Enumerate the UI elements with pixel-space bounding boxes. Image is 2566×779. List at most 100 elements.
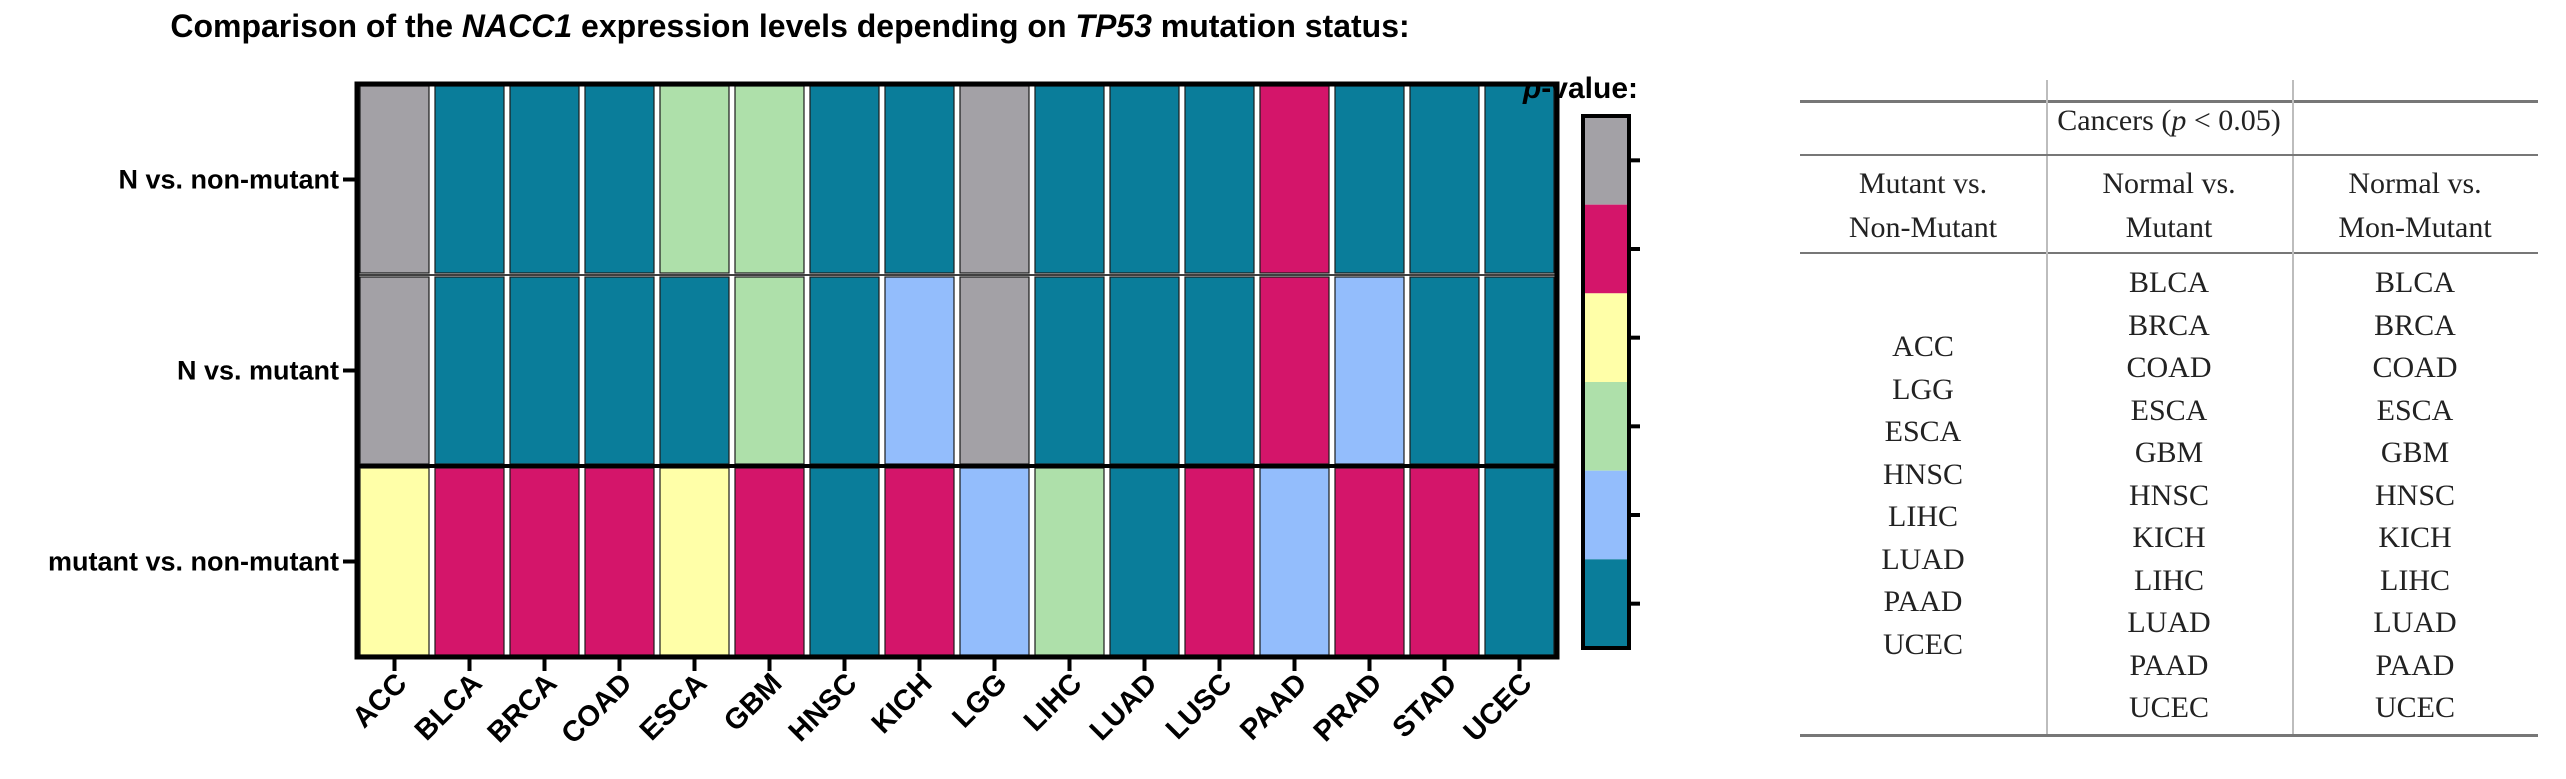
heatmap-cell <box>584 85 655 274</box>
heatmap-cell <box>1409 276 1480 465</box>
x-tick-label: LGG <box>946 667 1013 734</box>
heatmap-cell <box>659 85 730 274</box>
table-caption-rule <box>1800 154 2538 156</box>
heatmap-cell <box>1484 467 1555 656</box>
table-bottom-rule <box>1800 734 2538 737</box>
legend-swatch <box>1583 116 1629 205</box>
heatmap-cell <box>809 276 880 465</box>
x-tick-label: LUAD <box>1084 667 1164 747</box>
heatmap-cell <box>1259 467 1330 656</box>
y-tick-label: N vs. mutant <box>177 356 339 386</box>
heatmap-cell <box>1484 276 1555 465</box>
heatmap-cell <box>1034 85 1105 274</box>
table-column-normal-vs-mutant: BLCA BRCA COAD ESCA GBM HNSC KICH LIHC L… <box>2046 262 2292 730</box>
y-tick-label: N vs. non-mutant <box>119 165 340 195</box>
heatmap-cell <box>884 276 955 465</box>
table-cell: PAAD <box>2375 648 2455 682</box>
chart-title: Comparison of the NACC1 expression level… <box>170 8 1410 44</box>
table-cell: GBM <box>2380 436 2450 469</box>
table-cell: HNSC <box>2374 478 2456 512</box>
gene-name: NACC1 <box>461 8 573 44</box>
table-cell: ESCA <box>1884 415 1962 448</box>
legend-frame <box>1581 114 1631 650</box>
table-cell: PAAD <box>2129 648 2209 682</box>
x-tick-label: GBM <box>718 667 788 737</box>
heatmap-cell <box>1184 467 1255 656</box>
cancer-table: Cancers (p < 0.05) Mutant vs. Non-Mutant … <box>1800 80 2538 740</box>
table-cell: LIHC <box>2380 563 2450 597</box>
table-cell: COAD <box>2126 351 2212 384</box>
heatmap-cell <box>359 85 430 274</box>
heatmap-cell <box>1184 85 1255 274</box>
heatmap-cell <box>809 85 880 274</box>
heatmap-cell <box>959 85 1030 274</box>
heatmap-cell <box>1409 85 1480 274</box>
table-caption: Cancers (p < 0.05) <box>2057 104 2281 137</box>
x-tick-label: BLCA <box>409 667 489 747</box>
table-cell: UCEC <box>2128 691 2209 724</box>
heatmap-cell <box>434 276 505 465</box>
table-cell: KICH <box>2378 521 2452 554</box>
heatmap-cell <box>1109 85 1180 274</box>
table-top-rule <box>1800 100 2538 103</box>
table-col-divider-top-1 <box>2046 80 2048 154</box>
table-cell: BLCA <box>2128 266 2209 299</box>
table-cell: LUAD <box>1881 542 1965 576</box>
heatmap-cell <box>659 276 730 465</box>
table-col-divider-1 <box>2046 156 2048 734</box>
table-cell: LGG <box>1892 372 1954 406</box>
heatmap-cell <box>434 85 505 274</box>
x-tick-label: ESCA <box>634 667 714 747</box>
heatmap-chart: N vs. non-mutant N vs. mutant mutant vs. n… <box>48 72 1640 750</box>
table-cell: HNSC <box>2128 478 2210 512</box>
x-tick-label: HNSC <box>783 667 864 748</box>
table-cell: ESCA <box>2130 393 2208 427</box>
legend-swatch <box>1583 204 1629 294</box>
table-header-rule <box>1800 252 2538 254</box>
heatmap-cell <box>1334 276 1405 465</box>
table-cell: GBM <box>2134 436 2204 469</box>
x-tick-label: PRAD <box>1308 667 1389 748</box>
table-column-mutant-vs-nonmutant: ACC LGG ESCA HNSC LIHC LUAD PAAD UCEC <box>1800 326 2046 666</box>
table-cell: UCEC <box>2374 691 2455 724</box>
x-tick-label: UCEC <box>1458 667 1539 748</box>
table-cell: LIHC <box>1888 500 1958 533</box>
heatmap-cell <box>359 467 430 656</box>
heatmap-cell <box>1334 85 1405 274</box>
heatmap-cell <box>1109 467 1180 656</box>
heatmap-cell <box>734 276 805 465</box>
x-tick-label: COAD <box>555 667 638 750</box>
legend-swatch <box>1583 293 1629 382</box>
table-cell: LIHC <box>2134 563 2204 597</box>
table-header-mutant-vs-nonmutant: Mutant vs. Non-Mutant <box>1848 167 1998 244</box>
heatmap-cell <box>434 467 505 656</box>
legend-swatch <box>1583 559 1629 648</box>
heatmap-cell <box>659 467 730 656</box>
heatmap-cell <box>509 276 580 465</box>
heatmap-cell <box>809 467 880 656</box>
heatmap-cell <box>584 467 655 656</box>
table-col-divider-top-2 <box>2292 80 2294 154</box>
heatmap-cell <box>1409 467 1480 656</box>
heatmap-cell <box>1484 85 1555 274</box>
heatmap-cell <box>1034 276 1105 465</box>
table-cell: UCEC <box>1882 627 1963 661</box>
x-tick-label: BRCA <box>482 667 564 749</box>
heatmap-cell <box>1259 276 1330 465</box>
heatmap-cell <box>734 467 805 656</box>
x-tick-label: PAAD <box>1234 667 1313 746</box>
heatmap-cell <box>884 85 955 274</box>
x-tick-label: STAD <box>1387 667 1464 744</box>
x-tick-label: KICH <box>866 667 939 740</box>
x-tick-label: ACC <box>346 667 413 734</box>
heatmap-cell <box>734 85 805 274</box>
legend-title: p-value: <box>1522 72 1638 105</box>
table-cell: BLCA <box>2374 266 2455 299</box>
heatmap-cell <box>959 276 1030 465</box>
heatmap-cell <box>509 467 580 656</box>
table-cell: ESCA <box>2376 393 2454 427</box>
heatmap-cell <box>1334 467 1405 656</box>
x-tick-label: LIHC <box>1018 667 1089 738</box>
table-cell: COAD <box>2372 351 2458 384</box>
table-cell: LUAD <box>2127 606 2211 639</box>
